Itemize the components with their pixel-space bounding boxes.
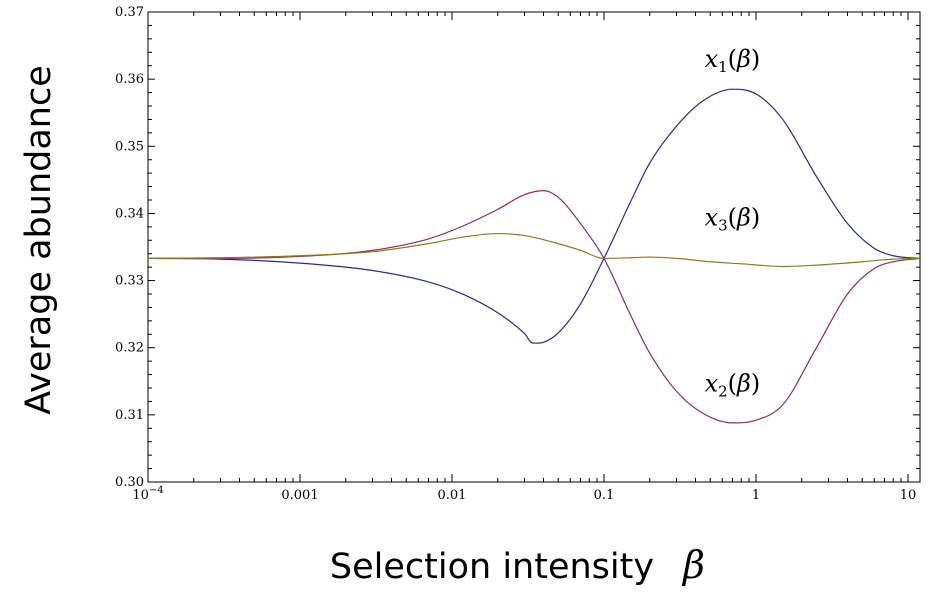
y-tick-label: 0.35 [115,139,144,154]
y-tick-label: 0.33 [115,274,144,289]
y-tick-label: 0.31 [115,408,144,423]
x-tick-label: 10 [900,488,917,503]
plot-frame [147,11,921,483]
series-line-3 [147,232,921,268]
x-tick-label: 0.1 [594,488,615,503]
series-annotations: x1(β) x3(β) x2(β) [705,45,761,400]
y-tick-label: 0.37 [115,5,144,20]
y-tick-label: 0.36 [115,72,144,87]
x-axis-symbol: β [681,543,705,587]
series-label-2: x2(β) [705,369,761,400]
series-line-1 [147,88,921,344]
x-tick-label: 1 [752,488,760,503]
x-tick-label: 0.001 [281,488,318,503]
y-tick-label: 0.34 [115,206,144,221]
y-tick-label: 0.32 [115,341,144,356]
series-line-2 [147,189,921,424]
plot-border [147,11,921,483]
series-label-3: x3(β) [705,204,761,235]
series-layer [147,88,921,424]
y-axis: 0.30 0.31 0.32 0.33 0.34 0.35 0.36 0.37 [115,5,920,490]
x-tick-label: 10−4 [132,485,163,503]
x-tick-label: 0.01 [438,488,467,503]
series-label-1: x1(β) [705,45,761,76]
y-axis-title: Average abundance [19,65,59,415]
y-tick-label: 0.30 [115,475,144,490]
x-axis-title: Selection intensity [330,547,654,587]
